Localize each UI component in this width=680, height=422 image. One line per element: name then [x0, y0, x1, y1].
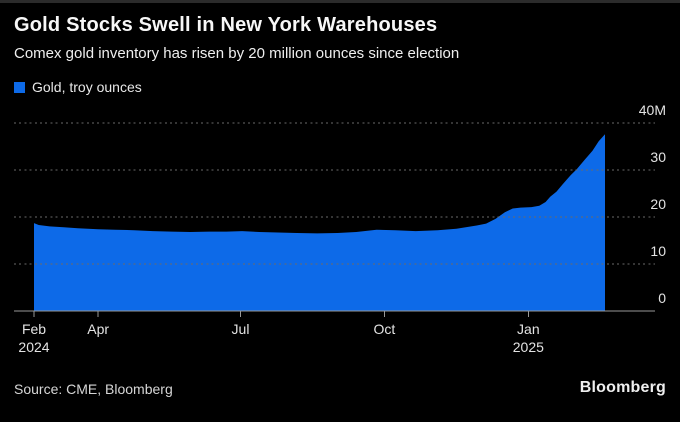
x-axis-sublabel: 2025: [513, 339, 544, 355]
chart-subtitle: Comex gold inventory has risen by 20 mil…: [14, 45, 460, 62]
x-axis-sublabel: 2024: [18, 339, 49, 355]
legend: Gold, troy ounces: [14, 79, 142, 95]
x-axis-label: Jan: [517, 321, 540, 337]
y-axis-label: 30: [650, 149, 666, 165]
y-axis-label: 0: [658, 290, 666, 306]
y-axis-label: 40M: [639, 102, 666, 118]
x-axis-label: Apr: [87, 321, 109, 337]
chart-title: Gold Stocks Swell in New York Warehouses: [14, 14, 438, 36]
y-axis-label: 20: [650, 196, 666, 212]
area-series: [34, 134, 605, 311]
x-axis-label: Oct: [374, 321, 396, 337]
x-axis-label: Feb: [22, 321, 46, 337]
source-note: Source: CME, Bloomberg: [14, 381, 173, 397]
x-axis-label: Jul: [232, 321, 250, 337]
legend-label: Gold, troy ounces: [32, 79, 142, 95]
legend-square-icon: [14, 81, 25, 93]
top-divider: [0, 0, 680, 3]
bloomberg-logo: Bloomberg: [579, 379, 666, 396]
y-axis-label: 10: [650, 243, 666, 259]
